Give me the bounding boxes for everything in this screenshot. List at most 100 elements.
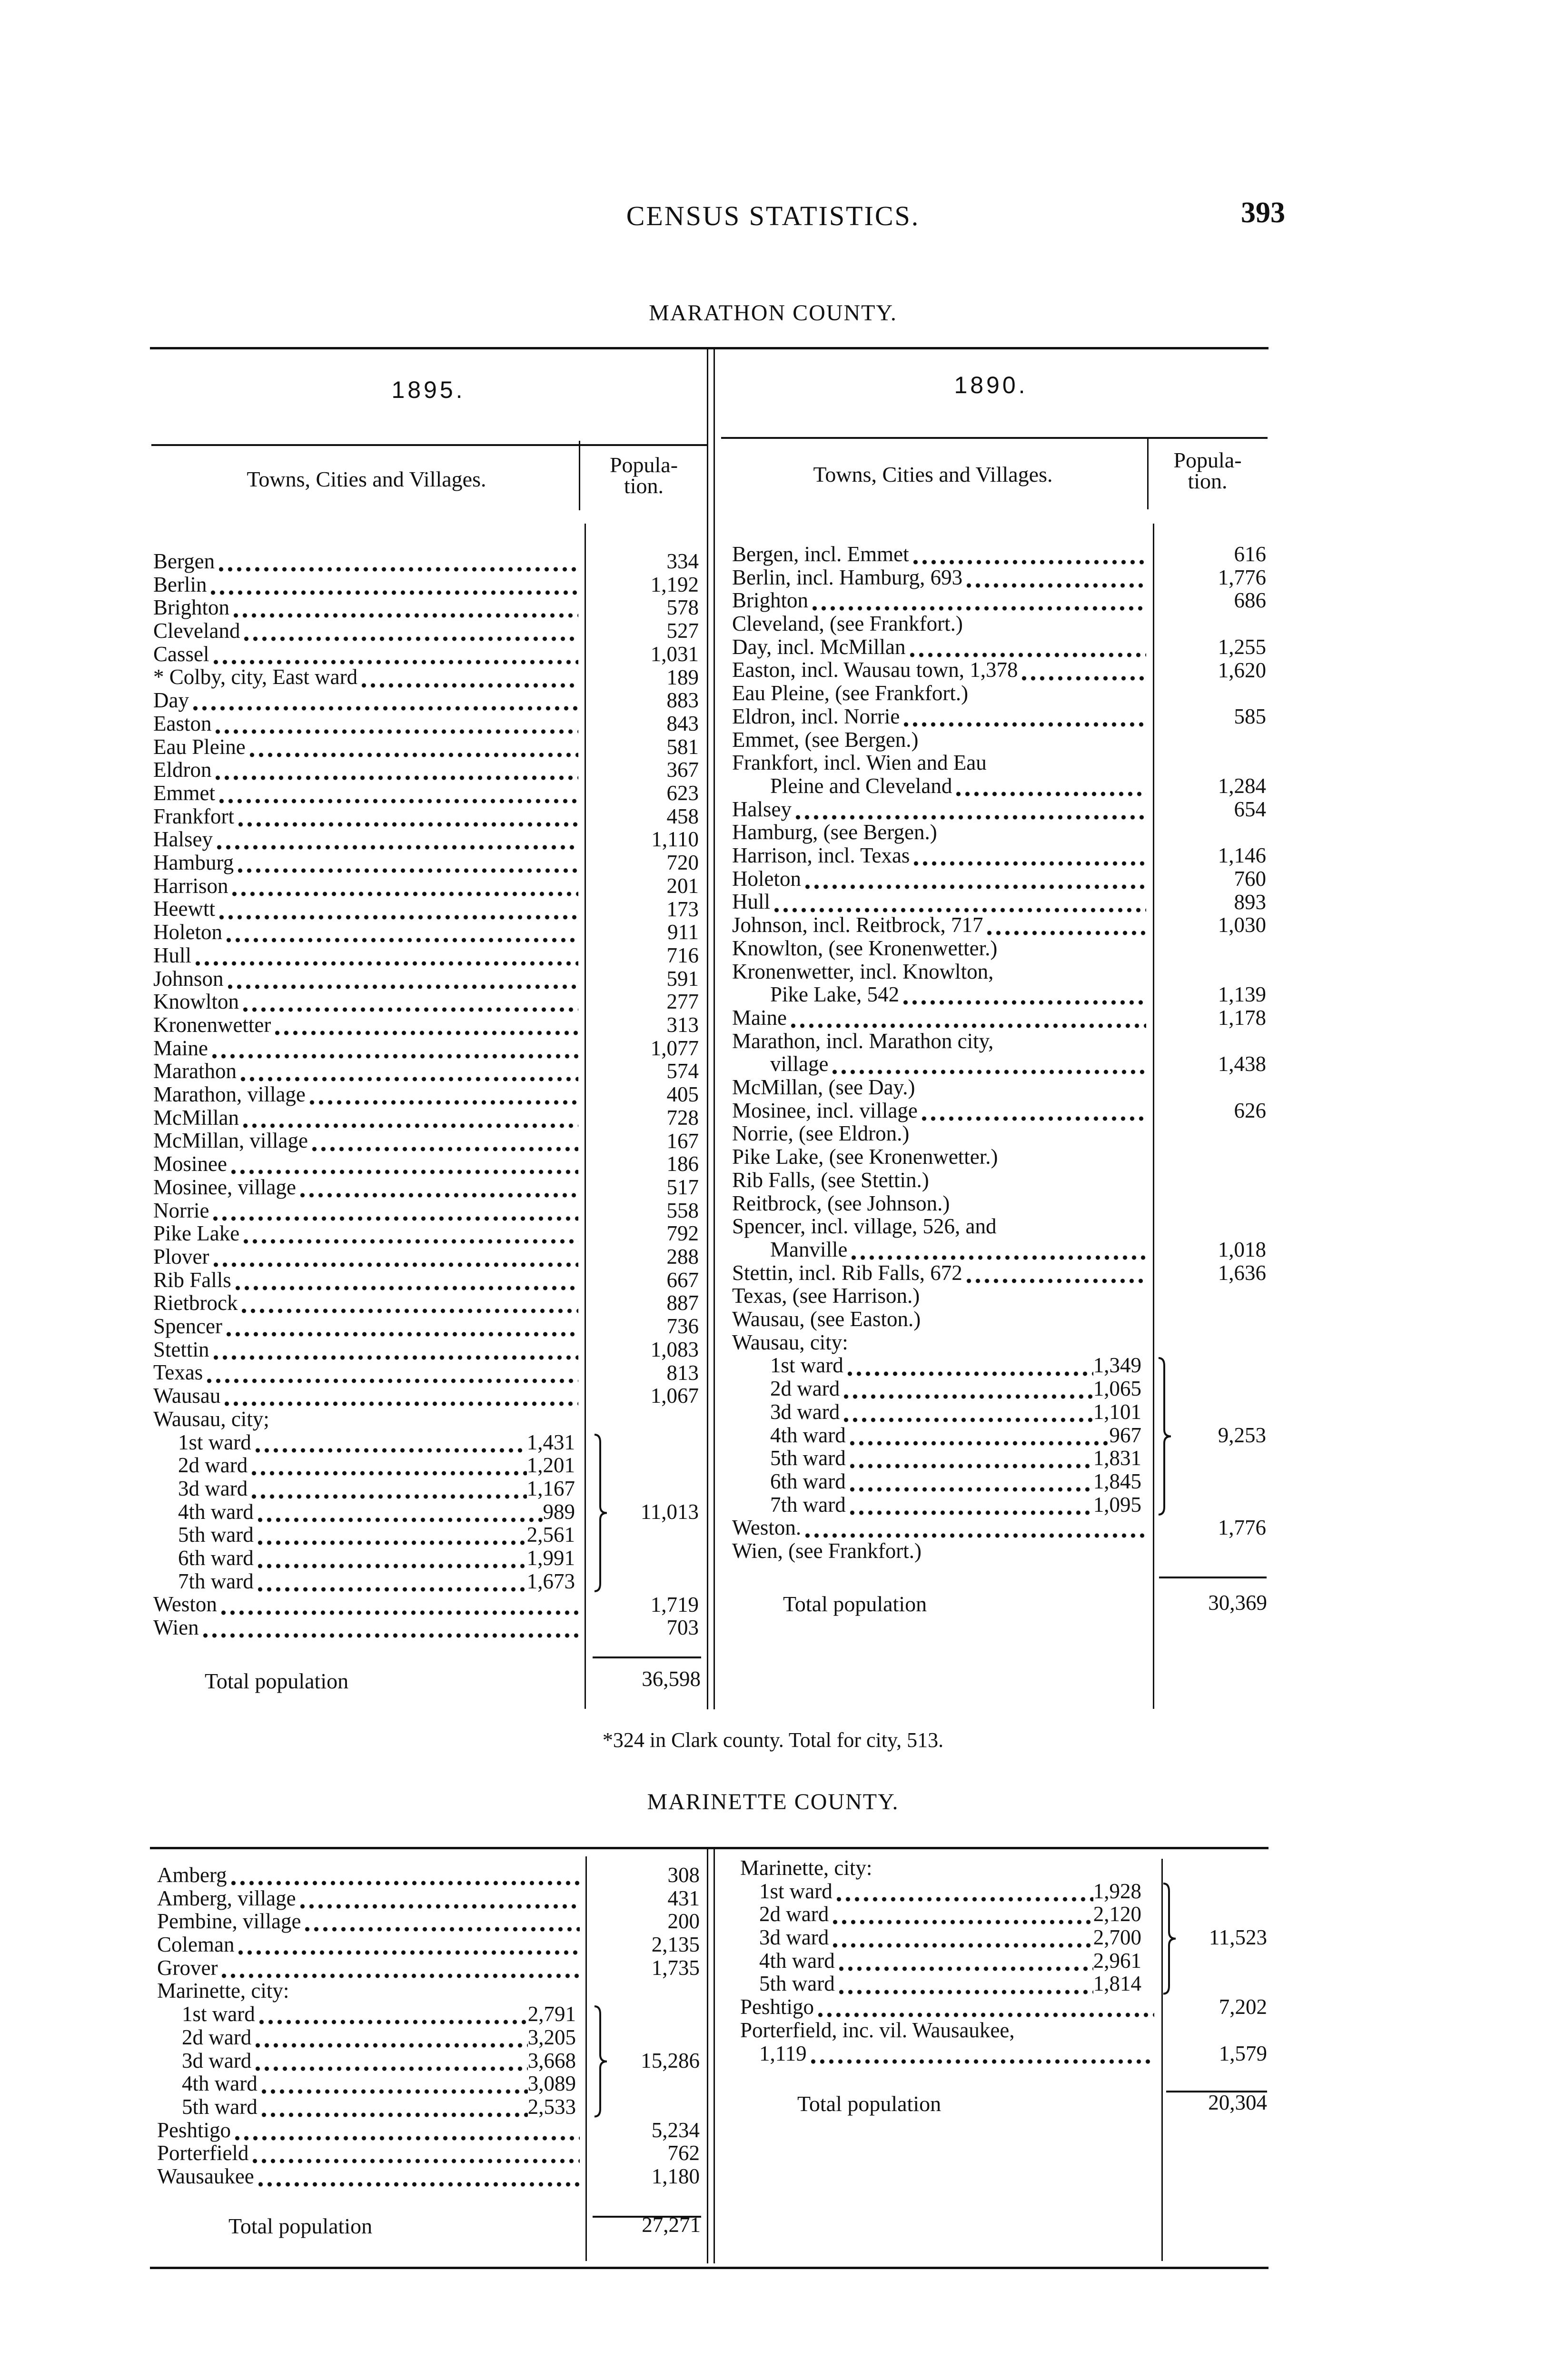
dot-leader xyxy=(801,1516,1146,1540)
dot-leader xyxy=(222,921,578,944)
total-value-1890: 30,369 xyxy=(1208,1591,1267,1615)
ward-value: 1,991 xyxy=(526,1546,575,1570)
dot-leader xyxy=(786,1006,1146,1030)
entry-name: Stettin, incl. Rib Falls, 672 xyxy=(732,1260,962,1285)
entry-name: Mosinee, incl. village xyxy=(732,1098,918,1122)
entry-name: Wausau, city: xyxy=(732,1330,848,1354)
entry-row: McMillan xyxy=(153,1106,578,1130)
population-value: 1,077 xyxy=(650,1036,699,1060)
entry-name: 4th ward xyxy=(182,2072,258,2096)
entry-row: Hull xyxy=(732,890,1146,914)
dot-leader xyxy=(983,913,1146,937)
entry-name: Pembine, village xyxy=(157,1909,301,1934)
entry-row: Eldron, incl. Norrie xyxy=(732,705,1146,728)
ward-row: 2d ward 1,201 xyxy=(178,1454,575,1477)
total-label-1895: Total population xyxy=(205,1669,349,1693)
entry-row: Harrison xyxy=(153,874,578,898)
entry-row: Mosinee, village xyxy=(153,1176,578,1199)
population-value: 431 xyxy=(667,1886,700,1910)
entry-row: Hamburg, (see Bergen.) xyxy=(732,821,1146,844)
dot-leader xyxy=(257,2072,528,2095)
entry-name: Pike Lake, 542 xyxy=(770,982,900,1007)
entry-continuation: Pleine and Cleveland xyxy=(770,774,1146,798)
entry-name: Brighton xyxy=(732,588,809,613)
ward-value: 1,095 xyxy=(1093,1492,1141,1517)
dot-leader xyxy=(251,2049,528,2073)
city-heading: Wausau, city; xyxy=(153,1408,578,1431)
ward-row: 5th ward 1,831 xyxy=(770,1447,1141,1470)
entry-row: Spencer, incl. village, 526, and xyxy=(732,1215,1146,1238)
brace-icon xyxy=(1158,1357,1171,1516)
entry-row: Porterfield, inc. vil. Wausaukee, xyxy=(740,2019,1154,2042)
city-total-value: 11,013 xyxy=(640,1499,699,1524)
entry-continuation: Manville xyxy=(770,1238,1146,1261)
dot-leader xyxy=(212,828,578,852)
entry-name: Porterfield, inc. vil. Wausaukee, xyxy=(740,2018,1015,2042)
entry-name: Kronenwetter, incl. Knowlton, xyxy=(732,959,994,983)
dot-leader xyxy=(215,550,578,573)
population-value: 1,438 xyxy=(1218,1052,1266,1076)
entry-name: Wausau, city; xyxy=(153,1407,269,1431)
entry-name: Hamburg xyxy=(153,851,234,875)
entry-name: Pike Lake xyxy=(153,1221,240,1246)
dot-leader xyxy=(215,897,578,921)
dot-leader xyxy=(215,782,578,805)
entry-name: Heewtt xyxy=(153,897,215,921)
ward-value: 1,814 xyxy=(1093,1972,1141,1996)
population-value: 1,018 xyxy=(1218,1238,1266,1261)
dot-leader xyxy=(220,1384,578,1408)
dot-leader xyxy=(905,635,1146,659)
ward-row: 3d ward 2,700 xyxy=(759,1926,1141,1949)
population-value: 574 xyxy=(666,1059,699,1083)
population-value: 720 xyxy=(666,851,699,875)
population-value: 1,139 xyxy=(1218,982,1266,1007)
entry-name: 6th ward xyxy=(770,1469,846,1493)
ward-row: 5th ward 2,561 xyxy=(178,1523,575,1547)
population-value: 558 xyxy=(666,1198,699,1222)
entry-row: Plover xyxy=(153,1245,578,1269)
dot-leader xyxy=(900,704,1146,728)
entry-row: Maine xyxy=(153,1036,578,1060)
entry-row: Johnson xyxy=(153,967,578,991)
entry-name: Maine xyxy=(732,1005,787,1030)
entry-row: Berlin, incl. Hamburg, 693 xyxy=(732,565,1146,589)
entry-row: Amberg, village xyxy=(157,1886,580,1910)
m-double-divider-b xyxy=(714,1849,715,2263)
entry-name: Eldron xyxy=(153,758,212,782)
entry-row: Hull xyxy=(153,944,578,967)
entry-name: Hull xyxy=(732,890,771,914)
population-value: 1,636 xyxy=(1218,1260,1266,1285)
page-number: 393 xyxy=(1241,197,1285,229)
entry-name: McMillan, (see Day.) xyxy=(732,1075,915,1100)
ward-row: 2d ward 1,065 xyxy=(770,1377,1141,1400)
population-value: 186 xyxy=(666,1152,699,1176)
ward-value: 1,831 xyxy=(1093,1446,1141,1470)
entry-name: village xyxy=(770,1052,829,1076)
total-label-1890: Total population xyxy=(783,1592,927,1616)
dot-leader xyxy=(234,1933,580,1956)
population-value: 1,776 xyxy=(1218,565,1266,589)
dot-leader xyxy=(909,543,1146,566)
entry-row: Wausaukee xyxy=(157,2165,580,2188)
entry-name: Easton xyxy=(153,711,212,735)
city-total-value: 11,523 xyxy=(1209,1925,1267,1950)
entry-name: Wien, (see Frankfort.) xyxy=(732,1539,922,1563)
entry-name: Bergen, incl. Emmet xyxy=(732,542,909,566)
entry-row: Weston xyxy=(153,1593,578,1616)
entry-row: Pike Lake xyxy=(153,1222,578,1245)
dot-leader xyxy=(791,797,1146,821)
dot-leader xyxy=(245,735,578,759)
entry-name: Porterfield xyxy=(157,2141,249,2165)
entry-name: Day, incl. McMillan xyxy=(732,635,906,659)
entry-row: Brighton xyxy=(153,596,578,620)
dot-leader xyxy=(847,1238,1146,1261)
dot-leader xyxy=(845,1470,1093,1493)
city-heading: Wausau, city: xyxy=(732,1331,1146,1354)
dot-leader xyxy=(253,1547,527,1570)
dot-leader xyxy=(845,1423,1110,1447)
entry-name: Amberg xyxy=(157,1863,227,1887)
population-value: 654 xyxy=(1234,797,1267,821)
entry-name: Mosinee xyxy=(153,1152,227,1176)
population-value: 517 xyxy=(666,1175,699,1199)
ward-row: 3d ward 1,167 xyxy=(178,1477,575,1500)
